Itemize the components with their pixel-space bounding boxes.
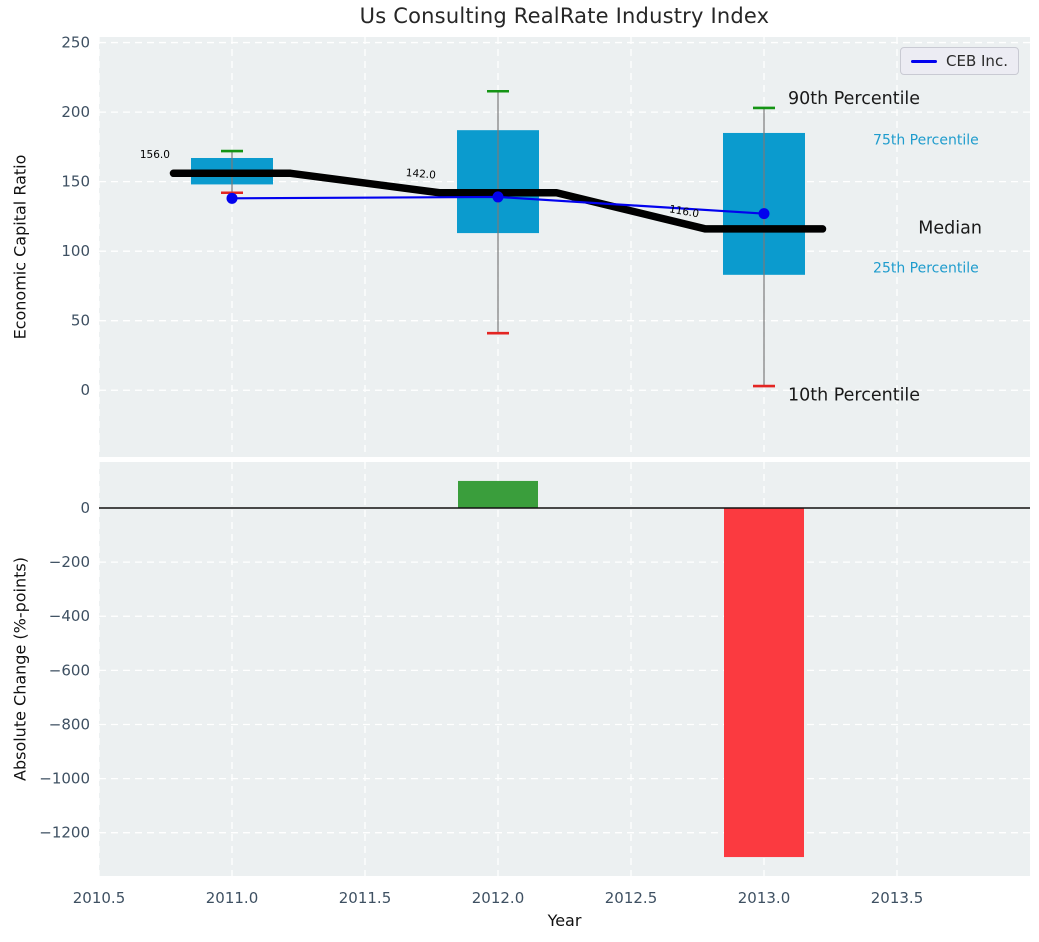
company-point bbox=[492, 191, 504, 203]
x-tick-label: 2012.5 bbox=[605, 889, 658, 907]
y-tick-label: −800 bbox=[49, 715, 90, 733]
y-tick-label: 200 bbox=[61, 103, 90, 121]
legend: CEB Inc. bbox=[900, 47, 1019, 75]
y-tick-label: 100 bbox=[61, 242, 90, 260]
percentile-label: 75th Percentile bbox=[873, 133, 979, 149]
x-axis-label: Year bbox=[547, 911, 582, 930]
x-tick-label: 2011.5 bbox=[339, 889, 392, 907]
boxplot-group bbox=[169, 89, 827, 388]
change-bar bbox=[458, 480, 538, 508]
percentile-label: Median bbox=[918, 219, 982, 239]
chart-text: 0 50 100 150 200 250 0 −200 −400 −600 −800 −1000 −12… bbox=[39, 34, 982, 907]
x-tick-label: 2012.0 bbox=[472, 889, 525, 907]
percentile-label: 10th Percentile bbox=[788, 385, 920, 405]
bottom-y-axis-label: Absolute Change (%-points) bbox=[10, 557, 30, 781]
y-tick-label: −600 bbox=[49, 661, 90, 679]
y-tick-label: 250 bbox=[61, 34, 90, 52]
company-point bbox=[226, 192, 238, 204]
y-tick-label: 0 bbox=[80, 499, 90, 517]
change-bar bbox=[724, 508, 804, 858]
y-tick-label: −200 bbox=[49, 553, 90, 571]
chart-title: Us Consulting RealRate Industry Index bbox=[359, 4, 770, 28]
percentile-label: 90th Percentile bbox=[788, 89, 920, 109]
y-tick-label: −1000 bbox=[39, 770, 90, 788]
x-tick-label: 2013.0 bbox=[738, 889, 791, 907]
y-tick-label: 50 bbox=[71, 312, 90, 330]
company-series bbox=[226, 191, 770, 220]
y-tick-label: 0 bbox=[80, 381, 90, 399]
top-y-axis-label: Economic Capital Ratio bbox=[10, 154, 30, 340]
y-tick-label: −1200 bbox=[39, 824, 90, 842]
x-tick-label: 2011.0 bbox=[206, 889, 259, 907]
median-value-label: 142.0 bbox=[405, 167, 436, 182]
percentile-label: 25th Percentile bbox=[873, 260, 979, 276]
y-tick-label: 150 bbox=[61, 173, 90, 191]
bottom-axes-bg bbox=[99, 462, 1030, 876]
median-value-label: 156.0 bbox=[140, 149, 170, 161]
x-tick-label: 2010.5 bbox=[73, 889, 126, 907]
top-axes-bg bbox=[99, 37, 1030, 457]
company-point bbox=[758, 208, 770, 220]
legend-label: CEB Inc. bbox=[946, 52, 1008, 70]
median-value-label: 116.0 bbox=[668, 203, 700, 220]
legend-line-swatch-icon bbox=[911, 59, 937, 63]
y-tick-label: −400 bbox=[49, 607, 90, 625]
x-tick-label: 2013.5 bbox=[871, 889, 924, 907]
change-bars bbox=[458, 480, 804, 858]
